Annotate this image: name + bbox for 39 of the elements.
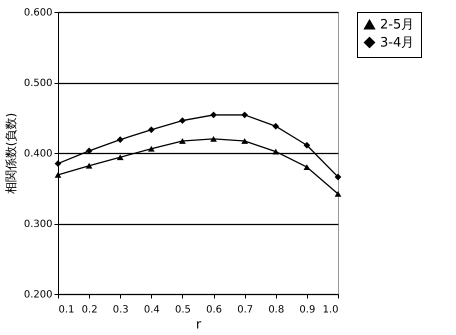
point: [148, 146, 155, 152]
y-tick-label: 0.200: [24, 290, 52, 300]
point: [54, 172, 62, 178]
y-axis-title: 相関係数(負数): [4, 112, 18, 194]
point: [272, 122, 280, 130]
point: [86, 162, 92, 169]
point: [334, 174, 342, 180]
y-tick-label: 0.300: [24, 219, 52, 230]
point: [116, 136, 124, 143]
y-tick-label: 0.500: [24, 78, 52, 89]
point: [210, 112, 217, 118]
x-tick-label: 0.6: [206, 304, 222, 316]
point: [210, 136, 217, 142]
legend-label: 2-5月: [380, 18, 414, 32]
x-axis-title: r: [196, 318, 202, 332]
x-tick-label: 0.3: [112, 304, 129, 316]
y-tick-label: 0.600: [24, 8, 52, 18]
point: [304, 164, 310, 170]
point: [54, 160, 62, 167]
point: [241, 112, 248, 118]
x-tick-label: 0.8: [268, 304, 284, 316]
x-tick-label: 0.1: [58, 304, 74, 316]
point: [334, 190, 342, 197]
x-tick-label: 0.7: [237, 304, 254, 316]
x-tick-label: 0.5: [174, 304, 191, 316]
point: [116, 154, 124, 160]
x-tick-label: 0.4: [144, 304, 160, 316]
point: [304, 142, 310, 149]
y-tick-label: 0.400: [24, 148, 52, 160]
point: [241, 138, 248, 144]
legend-label: 3-4月: [380, 36, 414, 50]
x-tick-label: 0.2: [82, 304, 98, 316]
x-tick-label: 1.0: [322, 304, 338, 316]
point: [148, 126, 155, 134]
point: [272, 148, 280, 154]
point: [179, 117, 186, 124]
point: [179, 138, 186, 144]
point: [86, 148, 92, 154]
x-tick-label: 0.9: [299, 304, 316, 316]
